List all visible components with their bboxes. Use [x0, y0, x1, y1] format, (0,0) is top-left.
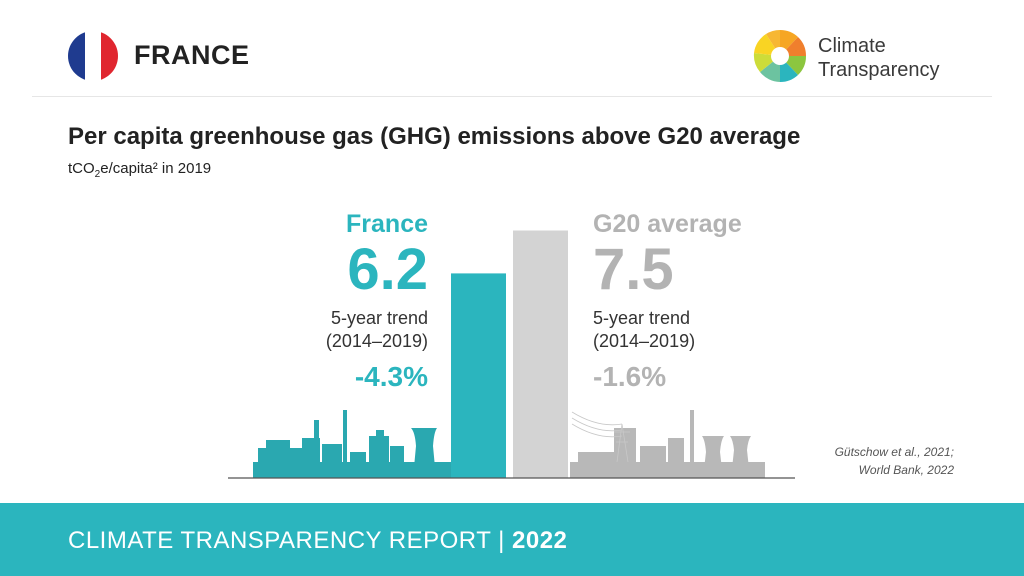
flag-stripe-red — [101, 31, 118, 81]
france-skyline-illustration — [253, 410, 453, 478]
country-name: FRANCE — [134, 40, 250, 70]
g20-skyline-illustration — [570, 410, 765, 478]
power-lines-illustration — [571, 411, 630, 463]
flag-stripe-white — [84, 31, 102, 81]
g20-value: 7.5 — [593, 237, 674, 302]
g20-label: G20 average — [593, 210, 742, 238]
brand-line-2: Transparency — [818, 59, 940, 81]
footer-banner: CLIMATE TRANSPARENCY REPORT | 2022 — [0, 503, 1024, 576]
subtitle-suffix: e/capita² in 2019 — [100, 160, 212, 177]
g20-trend-line-1: 5-year trend — [593, 308, 691, 328]
france-value: 6.2 — [347, 237, 428, 302]
brand-line-1: Climate — [818, 35, 886, 57]
header-divider — [32, 96, 992, 97]
brand-name: Climate Transparency — [818, 34, 940, 82]
source-note: Gütschow et al., 2021; World Bank, 2022 — [835, 443, 954, 479]
bar-france — [451, 273, 506, 478]
source-line-1: Gütschow et al., 2021; — [834, 445, 954, 459]
france-trend-line-1: 5-year trend — [330, 308, 428, 328]
climate-transparency-logo-icon — [753, 29, 807, 83]
footer-year: 2022 — [512, 527, 568, 554]
france-label: France — [346, 210, 428, 238]
source-line-2: World Bank, 2022 — [858, 463, 954, 477]
france-trend-line-2: (2014–2019) — [325, 331, 428, 351]
france-flag-icon — [68, 31, 118, 81]
g20-trend-line-2: (2014–2019) — [593, 331, 696, 351]
g20-panel: G20 average 7.5 5-year trend (2014–2019)… — [593, 210, 742, 393]
france-trend-value: -4.3% — [354, 361, 428, 392]
chart-subtitle: tCO2e/capita² in 2019 — [68, 160, 211, 180]
subtitle-prefix: tCO — [68, 160, 95, 177]
france-panel: France 6.2 5-year trend (2014–2019) -4.3… — [326, 210, 428, 393]
france-trend-label: 5-year trend (2014–2019) — [326, 307, 428, 353]
g20-trend-label: 5-year trend (2014–2019) — [593, 307, 742, 353]
subtitle-subscript: 2 — [94, 169, 101, 180]
g20-trend-value: -1.6% — [593, 361, 667, 392]
flag-stripe-blue — [68, 31, 85, 81]
footer-report-name: CLIMATE TRANSPARENCY REPORT | — [68, 527, 512, 554]
footer-title: CLIMATE TRANSPARENCY REPORT | 2022 — [68, 527, 567, 555]
chart-title: Per capita greenhouse gas (GHG) emission… — [68, 123, 801, 150]
bar-g20-average — [513, 230, 568, 478]
